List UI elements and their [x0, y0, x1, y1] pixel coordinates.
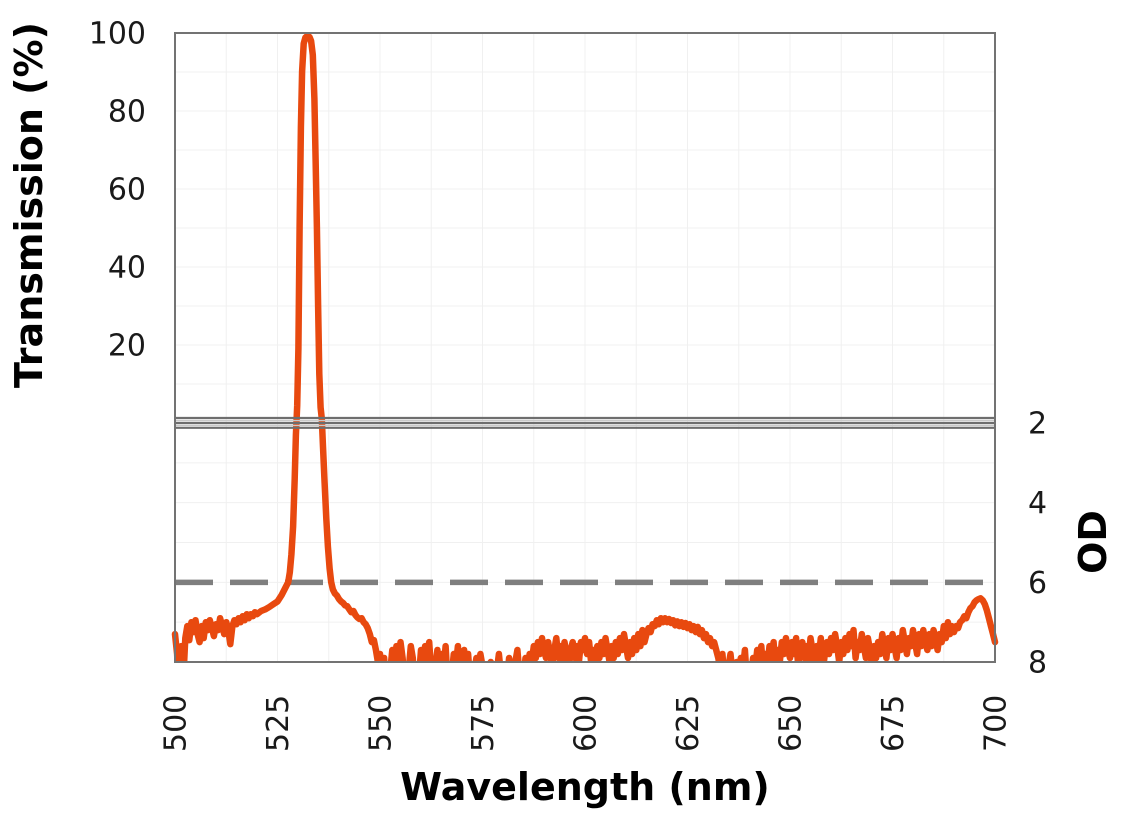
y-axis-title-transmission: Transmission (%) [7, 22, 51, 388]
axis-break-band [174, 416, 996, 429]
y-right-tick-label: 4 [1028, 486, 1047, 521]
x-tick-label: 600 [569, 695, 604, 752]
x-tick-label: 575 [466, 695, 501, 752]
plot-frame [174, 32, 996, 663]
gridlines [175, 33, 995, 662]
spectrum-curve [171, 33, 999, 662]
x-tick-label: 525 [261, 695, 296, 752]
y-right-tick-label: 8 [1028, 646, 1047, 681]
y-right-tick-label: 2 [1028, 407, 1047, 442]
spectrum-curve-group [171, 33, 999, 662]
x-tick-label: 625 [671, 695, 706, 752]
y-left-tick-label: 80 [108, 95, 146, 130]
x-tick-label: 650 [774, 695, 809, 752]
plot-border [174, 32, 996, 663]
x-tick-label: 500 [159, 695, 194, 752]
y-right-tick-label: 6 [1028, 566, 1047, 601]
y-left-tick-label: 60 [108, 173, 146, 208]
x-axis-title: Wavelength (nm) [400, 765, 770, 809]
x-tick-label: 700 [979, 695, 1014, 752]
y-left-tick-label: 20 [108, 329, 146, 364]
y-left-tick-label: 40 [108, 251, 146, 286]
x-tick-label: 550 [364, 695, 399, 752]
y-axis-title-od: OD [1071, 510, 1115, 574]
axis-tick-labels: 100 80 60 40 20 2 4 6 8 500 525 550 575 600 625 650 675 7… [89, 17, 1047, 753]
x-tick-label: 675 [876, 695, 911, 752]
y-left-tick-label: 100 [89, 17, 146, 52]
